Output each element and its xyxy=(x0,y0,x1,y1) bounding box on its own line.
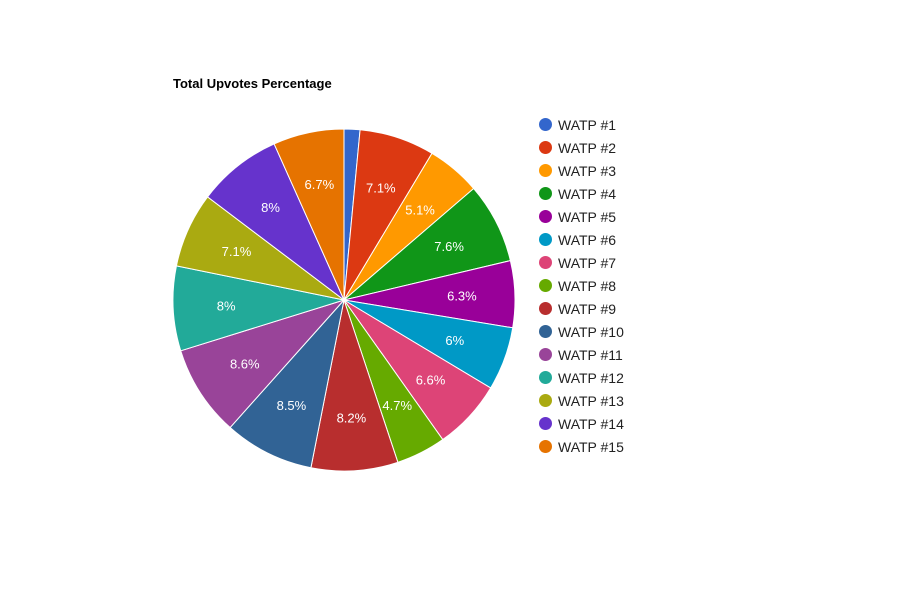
chart-title: Total Upvotes Percentage xyxy=(173,76,332,91)
legend-label: WATP #12 xyxy=(558,369,624,386)
legend-item-5: WATP #5 xyxy=(539,205,624,228)
pie-slice-9 xyxy=(310,298,399,472)
legend-item-15: WATP #15 xyxy=(539,435,624,458)
legend-label: WATP #5 xyxy=(558,208,617,225)
legend-swatch-icon xyxy=(539,371,552,384)
legend-swatch-icon xyxy=(539,233,552,246)
slice-label-9: 8.2% xyxy=(337,410,367,425)
legend-item-1: WATP #1 xyxy=(539,113,624,136)
legend-label: WATP #4 xyxy=(558,185,617,202)
slice-label-4: 7.6% xyxy=(434,239,464,254)
legend-swatch-icon xyxy=(539,256,552,269)
legend-label: WATP #10 xyxy=(558,323,624,340)
legend-swatch-icon xyxy=(539,417,552,430)
legend-item-3: WATP #3 xyxy=(539,159,624,182)
pie-slice-11 xyxy=(180,298,346,429)
legend-item-11: WATP #11 xyxy=(539,343,624,366)
slice-label-7: 6.6% xyxy=(416,373,446,388)
slice-label-8: 4.7% xyxy=(382,398,412,413)
legend: WATP #1 WATP #2 WATP #3 WATP #4 WATP #5 WATP … xyxy=(539,113,624,458)
legend-swatch-icon xyxy=(539,164,552,177)
legend-swatch-icon xyxy=(539,325,552,338)
pie-slice-15 xyxy=(273,128,345,301)
slice-label-6: 6% xyxy=(445,333,464,348)
slice-label-2: 7.1% xyxy=(366,180,396,195)
legend-swatch-icon xyxy=(539,440,552,453)
legend-item-14: WATP #14 xyxy=(539,412,624,435)
legend-item-10: WATP #10 xyxy=(539,320,624,343)
slice-label-13: 7.1% xyxy=(222,244,252,259)
slice-label-10: 8.5% xyxy=(277,398,307,413)
legend-item-7: WATP #7 xyxy=(539,251,624,274)
legend-label: WATP #2 xyxy=(558,139,617,156)
slice-label-12: 8% xyxy=(217,298,236,313)
legend-label: WATP #11 xyxy=(558,346,623,363)
legend-item-4: WATP #4 xyxy=(539,182,624,205)
legend-item-8: WATP #8 xyxy=(539,274,624,297)
legend-swatch-icon xyxy=(539,141,552,154)
legend-label: WATP #6 xyxy=(558,231,617,248)
slice-label-3: 5.1% xyxy=(405,202,435,217)
legend-swatch-icon xyxy=(539,187,552,200)
legend-swatch-icon xyxy=(539,118,552,131)
legend-swatch-icon xyxy=(539,279,552,292)
slice-label-14: 8% xyxy=(261,200,280,215)
pie-slice-10 xyxy=(229,298,345,469)
legend-item-13: WATP #13 xyxy=(539,389,624,412)
legend-label: WATP #14 xyxy=(558,415,624,432)
legend-swatch-icon xyxy=(539,302,552,315)
legend-label: WATP #3 xyxy=(558,162,617,179)
legend-label: WATP #13 xyxy=(558,392,624,409)
legend-swatch-icon xyxy=(539,348,552,361)
legend-swatch-icon xyxy=(539,394,552,407)
legend-item-6: WATP #6 xyxy=(539,228,624,251)
legend-item-9: WATP #9 xyxy=(539,297,624,320)
legend-label: WATP #8 xyxy=(558,277,617,294)
legend-label: WATP #9 xyxy=(558,300,617,317)
slice-label-15: 6.7% xyxy=(305,177,335,192)
legend-item-12: WATP #12 xyxy=(539,366,624,389)
legend-label: WATP #1 xyxy=(558,116,617,133)
legend-label: WATP #7 xyxy=(558,254,617,271)
slice-label-11: 8.6% xyxy=(230,356,260,371)
legend-item-2: WATP #2 xyxy=(539,136,624,159)
legend-label: WATP #15 xyxy=(558,438,624,455)
slice-label-5: 6.3% xyxy=(447,288,477,303)
legend-swatch-icon xyxy=(539,210,552,223)
